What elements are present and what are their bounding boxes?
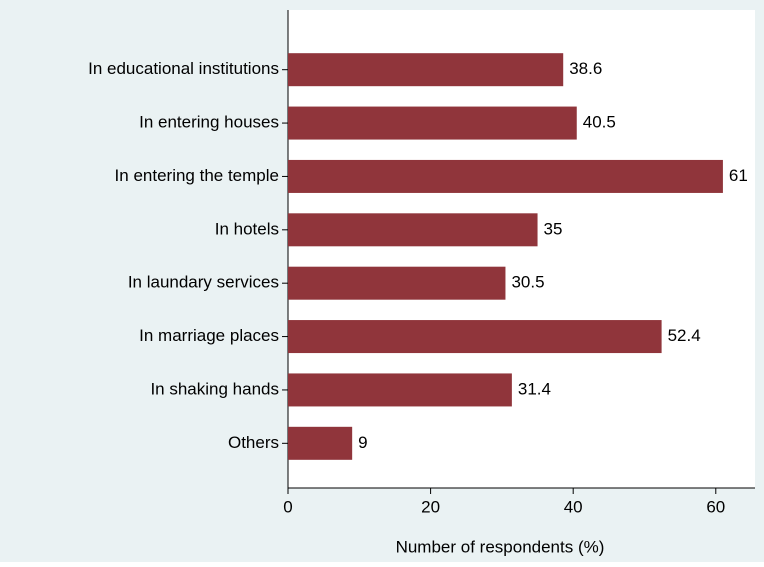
x-tick-label: 60 <box>706 497 725 516</box>
bar <box>288 266 506 300</box>
value-label: 31.4 <box>518 379 551 398</box>
bar <box>288 53 564 87</box>
bar <box>288 106 577 140</box>
y-tick-label: Others <box>228 433 279 452</box>
y-tick-label: In entering the temple <box>115 166 279 185</box>
value-label: 30.5 <box>511 273 544 292</box>
bar <box>288 159 723 193</box>
y-tick-label: In hotels <box>215 219 279 238</box>
x-tick-label: 20 <box>421 497 440 516</box>
value-label: 35 <box>544 219 563 238</box>
y-tick-label: In marriage places <box>139 326 279 345</box>
bar <box>288 213 538 247</box>
value-label: 61 <box>729 166 748 185</box>
value-label: 38.6 <box>569 59 602 78</box>
x-axis-title: Number of respondents (%) <box>396 537 605 556</box>
y-tick-label: In educational institutions <box>88 59 279 78</box>
value-label: 40.5 <box>583 113 616 132</box>
value-label: 52.4 <box>668 326 701 345</box>
y-tick-label: In laundary services <box>128 273 279 292</box>
x-tick-label: 0 <box>283 497 292 516</box>
bar <box>288 373 512 407</box>
y-tick-label: In entering houses <box>139 113 279 132</box>
bar <box>288 320 662 354</box>
bar <box>288 426 353 460</box>
x-tick-label: 40 <box>564 497 583 516</box>
y-tick-label: In shaking hands <box>150 379 279 398</box>
plot-region <box>288 10 755 488</box>
value-label: 9 <box>358 433 367 452</box>
